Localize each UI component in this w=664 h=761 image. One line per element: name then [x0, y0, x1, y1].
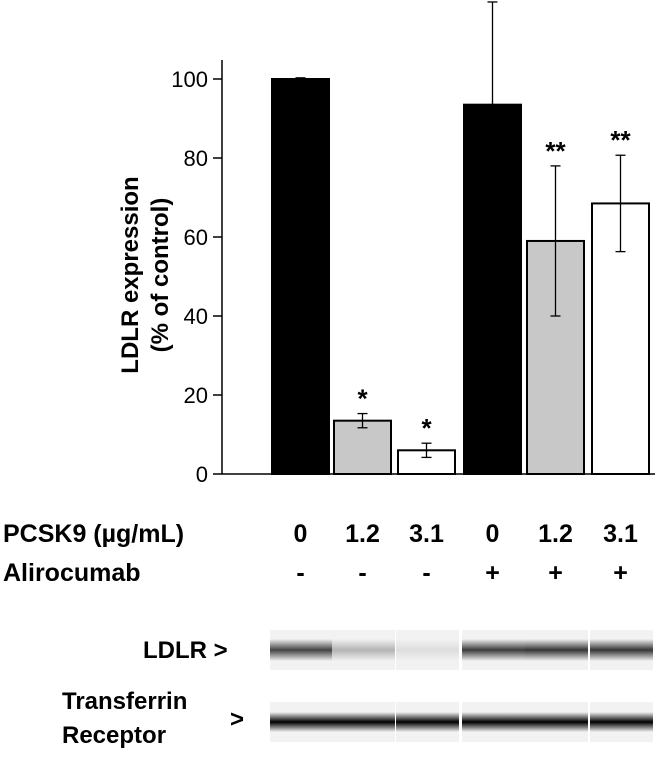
alirocumab-value-4: +	[548, 559, 563, 587]
alirocumab-value-2: -	[422, 559, 431, 587]
y-tick-label-5: 100	[171, 67, 208, 92]
ldlr-band-0	[269, 639, 333, 661]
ldlr-blot-label: LDLR >	[143, 637, 228, 664]
pcsk9-value-2: 3.1	[409, 520, 444, 548]
y-tick-label-3: 60	[184, 225, 208, 250]
significance-marker-2: *	[421, 413, 432, 443]
ldlr-lane-4	[524, 630, 588, 670]
ldlr-band-1	[331, 639, 395, 661]
ldlr-lane-3	[461, 630, 525, 670]
y-axis-title-line1: LDLR expression	[117, 176, 144, 373]
tfr-blot-label-line1: Transferrin	[62, 688, 188, 715]
tfr-lane-2	[395, 702, 459, 742]
y-tick-label-4: 80	[184, 146, 208, 171]
significance-marker-5: **	[610, 125, 631, 155]
tfr-band-0	[269, 712, 333, 732]
alirocumab-value-0: -	[296, 559, 305, 587]
alirocumab-value-3: +	[485, 559, 500, 587]
ldlr-band-5	[589, 639, 653, 661]
y-tick-label-2: 40	[184, 304, 208, 329]
y-tick-label-0: 0	[196, 462, 208, 487]
bar-5	[591, 202, 650, 476]
tfr-lane-0	[269, 702, 333, 742]
pcsk9-value-3: 0	[485, 520, 500, 548]
pcsk9-value-4: 1.2	[538, 520, 573, 548]
alirocumab-value-1: -	[358, 559, 367, 587]
alirocumab-row-label: Alirocumab	[3, 559, 141, 587]
significance-marker-4: **	[545, 136, 566, 166]
tfr-band-4	[524, 712, 588, 732]
significance-marker-1: *	[357, 384, 368, 414]
ldlr-lane-1	[331, 630, 395, 670]
tfr-blot-arrow: >	[230, 706, 245, 733]
tfr-band-2	[395, 712, 459, 732]
tfr-band-3	[461, 712, 525, 732]
ldlr-lane-2	[395, 630, 459, 670]
bar-1	[333, 419, 392, 475]
tfr-lane-5	[589, 702, 653, 742]
ldlr-band-3	[461, 639, 525, 661]
ldlr-band-2	[395, 639, 459, 661]
pcsk9-value-5: 3.1	[603, 520, 638, 548]
ldlr-lane-0	[269, 630, 333, 670]
y-axis-ticks: 0 20 40 60 80 100	[171, 67, 222, 487]
ldlr-band-4	[524, 639, 588, 661]
y-axis-title-line2: (% of control)	[147, 198, 174, 353]
tfr-lane-3	[461, 702, 525, 742]
pcsk9-value-1: 1.2	[345, 520, 380, 548]
pcsk9-value-0: 0	[293, 520, 308, 548]
tfr-lane-4	[524, 702, 588, 742]
tfr-blot-label-line2: Receptor	[62, 722, 167, 749]
ldlr-lane-5	[589, 630, 653, 670]
alirocumab-value-5: +	[613, 559, 628, 587]
tfr-band-5	[589, 712, 653, 732]
pcsk9-row-label: PCSK9 (µg/mL)	[3, 520, 185, 548]
bar-0	[271, 78, 330, 475]
bars-group: **** **	[271, 1, 650, 476]
y-tick-label-1: 20	[184, 383, 208, 408]
tfr-lane-1	[331, 702, 395, 742]
tfr-band-1	[331, 712, 395, 732]
